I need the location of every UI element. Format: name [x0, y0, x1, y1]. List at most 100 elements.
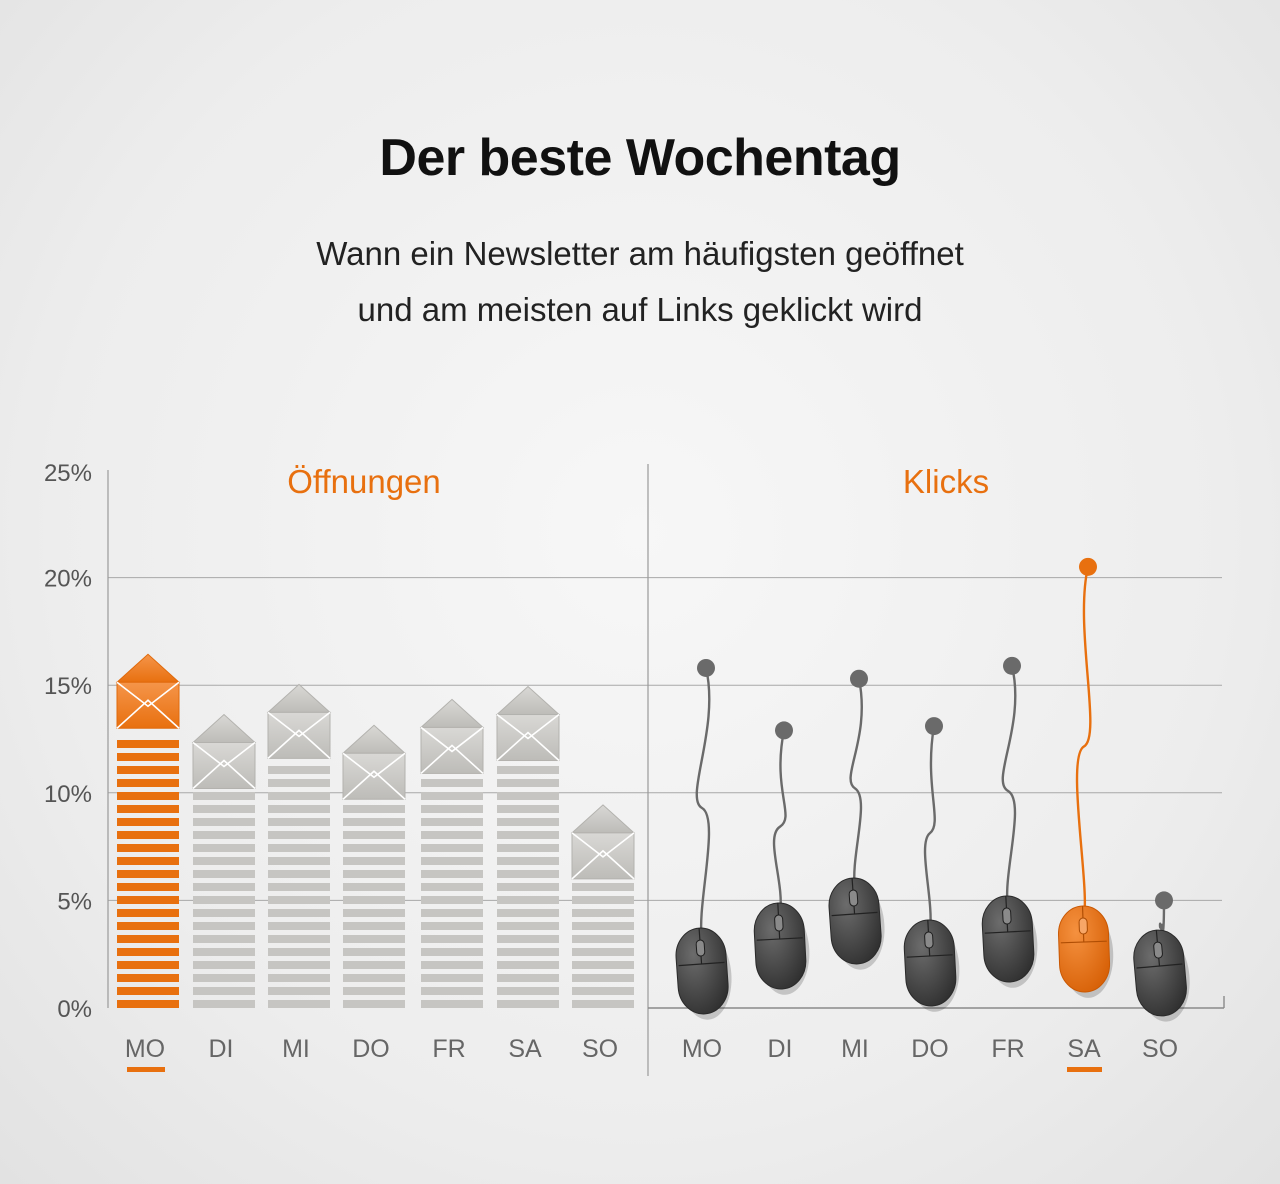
- x-tick-label: SA: [1067, 1035, 1101, 1063]
- bar-stripe: [343, 831, 405, 839]
- bar-stripe: [268, 896, 330, 904]
- bar-stripe: [421, 831, 483, 839]
- bar-stripe: [497, 883, 559, 891]
- x-tick-label: DO: [352, 1035, 390, 1063]
- bar-stripe: [117, 818, 179, 826]
- bar-stripe: [268, 922, 330, 930]
- bar-stripe: [268, 870, 330, 878]
- envelope-flap: [191, 713, 257, 743]
- bar-stripe: [497, 935, 559, 943]
- subtitle-line: und am meisten auf Links geklickt wird: [357, 291, 923, 328]
- bar-stripe: [193, 792, 255, 800]
- envelope-fold: [116, 699, 180, 729]
- bar-stripe: [421, 792, 483, 800]
- envelope-fold: [571, 832, 635, 858]
- bar-stripe: [117, 766, 179, 774]
- bar-stripe: [268, 844, 330, 852]
- chart-subtitle: Wann ein Newsletter am häufigsten geöffn…: [0, 226, 1280, 338]
- bar-stripe: [268, 987, 330, 995]
- click-point: [903, 717, 960, 1012]
- bar-stripe: [421, 935, 483, 943]
- bar-stripe: [193, 870, 255, 878]
- bar-stripe: [343, 805, 405, 813]
- bar-stripe: [117, 961, 179, 969]
- openings-panel: Öffnungen MO DI MI DO FR SA SO: [115, 463, 636, 1072]
- bar-stripe: [343, 935, 405, 943]
- bar-stripe: [343, 961, 405, 969]
- computer-mouse-icon: [753, 902, 810, 995]
- envelope-fold: [342, 770, 406, 800]
- bar-stripe: [421, 844, 483, 852]
- x-tick-label: DO: [911, 1035, 949, 1063]
- bar-stripe: [497, 896, 559, 904]
- bar-stripe: [268, 1000, 330, 1008]
- panel-title: Öffnungen: [287, 463, 441, 500]
- bar-stripe: [421, 779, 483, 787]
- bar-stripe: [268, 818, 330, 826]
- envelope-fold: [420, 726, 484, 753]
- x-tick-label: SO: [582, 1035, 618, 1063]
- bar-stripe: [343, 818, 405, 826]
- bar: [191, 713, 257, 1008]
- bar-stripe: [572, 1000, 634, 1008]
- bar-stripe: [421, 805, 483, 813]
- bar-stripe: [117, 935, 179, 943]
- bar-stripe: [497, 779, 559, 787]
- bar-stripe: [572, 961, 634, 969]
- bar-stripe: [268, 935, 330, 943]
- bar-stripe: [268, 766, 330, 774]
- bar-stripe: [497, 818, 559, 826]
- y-tick-label: 5%: [57, 888, 92, 915]
- computer-mouse-icon: [675, 927, 732, 1020]
- axes: [107, 464, 1225, 1076]
- bar-stripe: [572, 883, 634, 891]
- bar-stripe: [572, 948, 634, 956]
- y-tick-label: 0%: [57, 996, 92, 1023]
- mouse-wheel: [774, 914, 784, 932]
- bar-stripe: [343, 948, 405, 956]
- envelope-fold: [192, 741, 256, 768]
- mouse-wheel: [924, 931, 934, 949]
- bar-stripe: [572, 909, 634, 917]
- bar-stripe: [572, 896, 634, 904]
- bar-stripe: [497, 948, 559, 956]
- bar-stripe: [572, 987, 634, 995]
- mouse-wheel: [1153, 941, 1163, 959]
- mouse-body: [828, 877, 882, 965]
- bar-stripe: [421, 883, 483, 891]
- bar-stripe: [268, 909, 330, 917]
- bar-stripe: [421, 948, 483, 956]
- bar-stripe: [117, 831, 179, 839]
- bar-stripe: [343, 857, 405, 865]
- mouse-wheel: [848, 889, 859, 907]
- y-tick-label: 20%: [44, 566, 92, 593]
- bar-stripe: [343, 896, 405, 904]
- bar: [419, 698, 485, 1008]
- bar-stripe: [497, 922, 559, 930]
- bar-stripe: [572, 974, 634, 982]
- bar-stripe: [421, 974, 483, 982]
- bar-stripe: [268, 883, 330, 891]
- bar: [570, 804, 636, 1008]
- envelope-fold: [116, 681, 180, 708]
- bar-stripe: [117, 896, 179, 904]
- bar-stripe: [421, 818, 483, 826]
- mouse-body: [675, 927, 729, 1015]
- bar-stripe: [497, 805, 559, 813]
- envelope-fold: [571, 849, 635, 880]
- bar-stripe: [193, 857, 255, 865]
- y-tick-label: 25%: [44, 460, 92, 487]
- envelope-flap: [495, 685, 561, 716]
- y-tick-label: 10%: [44, 781, 92, 808]
- bar-stripe: [117, 922, 179, 930]
- click-point: [828, 669, 885, 970]
- bar: [115, 653, 181, 1008]
- bar: [495, 685, 561, 1008]
- bar-stripe: [117, 857, 179, 865]
- bar-stripe: [268, 961, 330, 969]
- bar-stripe: [421, 870, 483, 878]
- x-tick-label: MO: [125, 1035, 165, 1063]
- data-point: [697, 658, 715, 677]
- x-tick-label: SA: [508, 1035, 542, 1063]
